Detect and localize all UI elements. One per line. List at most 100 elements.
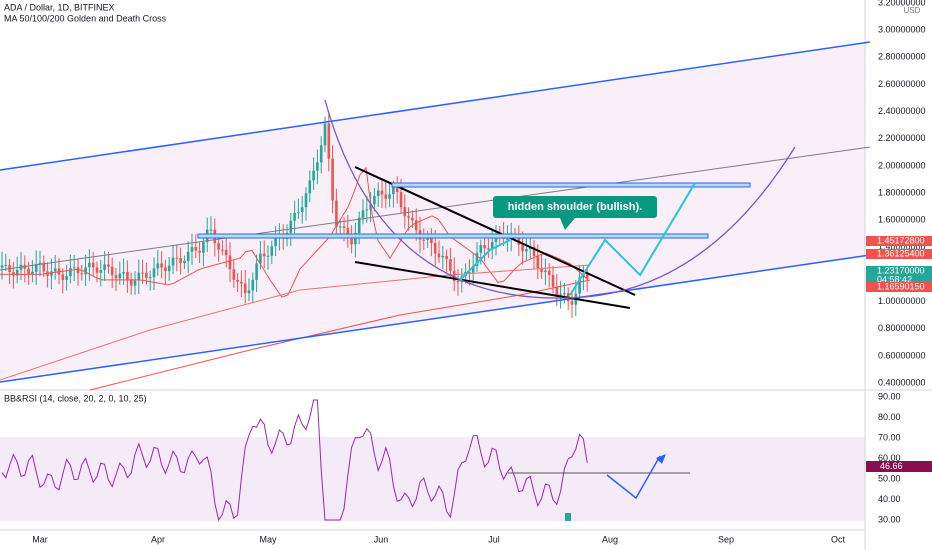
wedge-upper	[354, 166, 636, 296]
candle-body	[217, 243, 220, 250]
candle-body	[259, 253, 262, 264]
channel-upper	[0, 41, 871, 171]
candle-body	[274, 237, 277, 247]
candle-body	[361, 210, 365, 218]
rsi-band	[0, 437, 865, 521]
neckline-zone	[197, 233, 709, 239]
candle-body	[167, 265, 171, 272]
candle-body	[27, 268, 30, 275]
candle-body	[80, 273, 84, 275]
candle-body	[319, 145, 323, 163]
candle-body	[323, 123, 327, 146]
price-label: 1.80000000	[878, 187, 926, 197]
candle-body	[91, 262, 95, 268]
annotation-pointer	[560, 218, 575, 230]
candle-body	[441, 255, 445, 258]
price-tag-label: 1.45172800	[877, 235, 925, 245]
time-label: Aug	[602, 534, 618, 544]
currency: USD	[904, 6, 921, 15]
candle-body	[490, 241, 494, 250]
candle-body	[145, 272, 148, 279]
price-label: 2.80000000	[878, 52, 926, 62]
candle-body	[156, 263, 160, 269]
rsi-tag-label: 46.66	[880, 461, 903, 471]
candle-body	[395, 186, 399, 193]
candle-body	[148, 277, 152, 279]
candle-body	[141, 272, 144, 274]
resistance-zone	[391, 182, 751, 188]
candle-body	[373, 196, 376, 205]
candle-body	[186, 251, 190, 262]
candle-body	[12, 272, 15, 276]
candle-body	[122, 271, 125, 274]
candle-body	[471, 266, 475, 273]
price-tag-label: 1.23170000	[877, 265, 925, 275]
price-label: 2.60000000	[878, 79, 926, 89]
time-label: May	[259, 534, 277, 544]
channel-fill	[0, 44, 865, 380]
candle-body	[578, 277, 581, 294]
candle-body	[342, 226, 346, 228]
price-label: 2.20000000	[878, 133, 926, 143]
rsi-label: 30.00	[878, 514, 901, 524]
candle-body	[293, 212, 296, 221]
candle-body	[392, 186, 395, 195]
candle-body	[327, 123, 331, 159]
candle-body	[468, 271, 471, 273]
candle-body	[255, 263, 258, 280]
candle-body	[338, 226, 342, 228]
candle-body	[532, 246, 536, 256]
candle-body	[160, 263, 163, 268]
candle-body	[365, 209, 369, 211]
candle-body	[475, 252, 479, 267]
mid-line	[0, 146, 871, 271]
candle-body	[555, 286, 559, 296]
ma-100	[0, 264, 591, 381]
candle-body	[42, 262, 46, 272]
price-label: 2.00000000	[878, 160, 926, 170]
candle-body	[563, 293, 566, 295]
candle-body	[346, 227, 350, 239]
candle-body	[262, 253, 266, 257]
indicator: MA 50/100/200 Golden and Death Cross	[4, 13, 167, 23]
candle-body	[297, 212, 300, 214]
candle-body	[350, 238, 353, 245]
candle-body	[84, 267, 87, 275]
candle-body	[202, 241, 205, 253]
price-label: 1.60000000	[878, 215, 926, 225]
candle-body	[357, 217, 361, 233]
candle-body	[414, 220, 418, 231]
candle-body	[240, 281, 243, 284]
candle-body	[407, 216, 410, 218]
time-label: Jul	[488, 534, 500, 544]
candle-body	[304, 193, 308, 208]
price-label: 0.80000000	[878, 323, 926, 333]
candle-body	[369, 204, 372, 210]
price-tag	[866, 275, 932, 285]
candle-body	[129, 279, 133, 286]
candle-body	[103, 264, 106, 270]
candle-body	[540, 267, 543, 273]
rsi-title: BB&RSI (14, close, 20, 2, 0, 10, 25)	[4, 393, 147, 403]
candle-body	[270, 246, 274, 256]
candle-body	[570, 301, 574, 305]
price-label: 3.00000000	[878, 25, 926, 35]
candle-body	[65, 276, 68, 280]
rsi-label: 80.00	[878, 412, 901, 422]
candle-body	[525, 249, 528, 252]
price-label: 1.00000000	[878, 296, 926, 306]
ma-200	[89, 279, 591, 391]
time-label: Oct	[831, 534, 846, 544]
candle-body	[456, 281, 460, 283]
rsi-line	[1, 399, 588, 522]
candle-body	[126, 271, 129, 280]
candle-body	[190, 247, 194, 252]
candle-body	[4, 264, 8, 266]
candle-body	[175, 257, 179, 259]
candle-body	[38, 262, 42, 264]
candle-body	[354, 232, 357, 245]
candle-body	[536, 255, 540, 268]
rsi-label: 40.00	[878, 494, 901, 504]
candle-body	[95, 267, 99, 273]
candle-body	[517, 235, 521, 245]
